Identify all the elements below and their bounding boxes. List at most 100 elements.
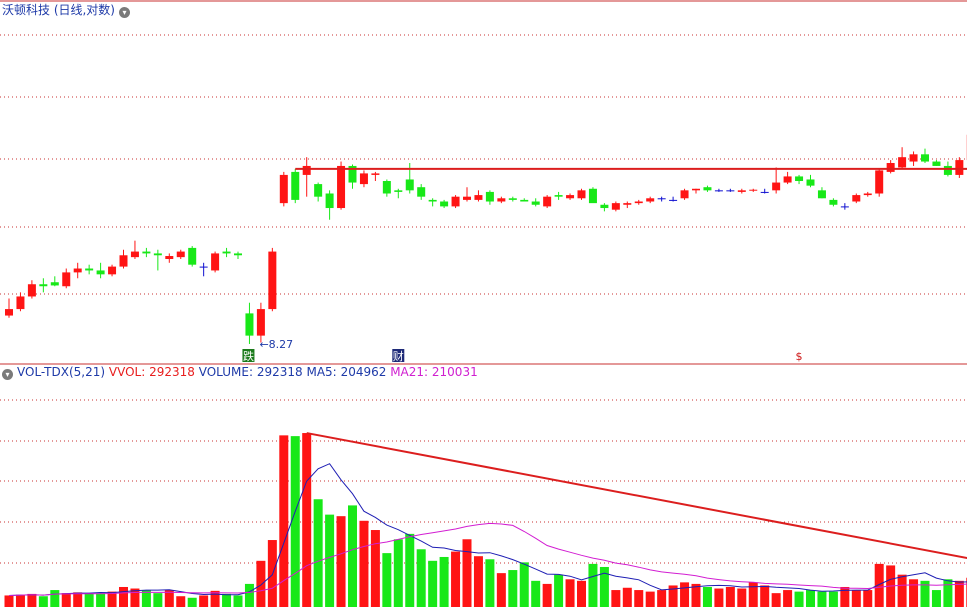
candle (325, 190, 334, 220)
volume-bar (313, 499, 323, 607)
volume-trend-line (306, 432, 967, 560)
volume-bar (370, 530, 380, 607)
candle (588, 187, 597, 204)
moving-averages (8, 463, 967, 596)
candle-body (508, 198, 517, 200)
volume-bar (382, 553, 392, 607)
candle (657, 196, 666, 202)
candle-body (73, 268, 82, 273)
volume-bar (943, 579, 953, 607)
chart-title: 沃顿科技 (日线,对数) (2, 3, 115, 17)
candle (451, 195, 460, 209)
candle (554, 191, 563, 200)
volume-bar (222, 593, 232, 607)
candle (222, 247, 231, 258)
candle-body (623, 203, 632, 205)
chevron-down-icon[interactable]: ▾ (119, 7, 130, 18)
volume-bar (107, 591, 117, 607)
volume-label: VOLUME: (198, 365, 254, 379)
candle (634, 199, 643, 205)
volume-bar (473, 556, 483, 607)
candle (440, 199, 449, 209)
candle (932, 160, 941, 166)
event-markers: 跌财$涨←8.27 (242, 338, 803, 363)
candle (692, 188, 700, 194)
price-panel-header: 沃顿科技 (日线,对数) ▾ (2, 2, 130, 18)
candle-body (772, 182, 781, 191)
volume-bar (233, 595, 243, 607)
volume-bar (828, 591, 838, 607)
candle (817, 187, 826, 199)
candle-body (577, 190, 586, 199)
volume-bar (725, 586, 735, 607)
volume-bar (15, 594, 25, 607)
candle-body (554, 195, 563, 197)
candle-body (382, 181, 391, 194)
candle-body (497, 198, 506, 202)
candle (955, 157, 964, 178)
candle (382, 179, 391, 197)
candle (130, 240, 139, 260)
volume-bar (27, 593, 37, 607)
candle-body (485, 191, 494, 202)
volume-bar (405, 533, 415, 607)
volume-bar (428, 560, 438, 607)
candle (921, 148, 929, 164)
candle-body (417, 187, 426, 197)
candle (566, 193, 575, 200)
volume-bar (416, 549, 426, 607)
candle (485, 190, 494, 205)
volume-bar (439, 556, 449, 607)
volume-bar (565, 579, 575, 607)
candle (772, 167, 781, 194)
candle (39, 278, 48, 293)
candle (886, 160, 895, 174)
candle-body (840, 206, 849, 208)
candle (714, 188, 723, 192)
candle-body (428, 199, 437, 202)
candle (199, 262, 208, 277)
candlestick-series (5, 134, 967, 344)
volume-bar (96, 593, 106, 607)
chevron-down-icon[interactable]: ▾ (2, 369, 13, 380)
candle (176, 249, 185, 260)
candle-body (474, 195, 483, 200)
candle-body (737, 190, 746, 192)
candle-body (337, 165, 346, 209)
volume-bar (783, 590, 793, 607)
volume-bar (897, 574, 907, 607)
candle (463, 187, 471, 202)
candle-body (898, 157, 907, 168)
volume-bar (714, 588, 724, 607)
candle (474, 190, 483, 202)
volume-bar (771, 593, 781, 607)
trend-arrow-line (306, 432, 967, 560)
candle-body (371, 173, 380, 175)
volume-bar (909, 579, 919, 607)
marker-die-text: 跌 (243, 349, 254, 363)
low-price-label: ←8.27 (259, 338, 293, 351)
candle-body (955, 160, 964, 175)
volume-bar (336, 516, 346, 607)
volume-bar (84, 593, 94, 607)
volume-bar (577, 580, 586, 607)
candle-body (543, 196, 552, 207)
candle-body (646, 198, 655, 202)
candle-body (634, 201, 643, 204)
volume-bar (393, 539, 403, 607)
candle (863, 191, 872, 197)
volume-bar (187, 597, 197, 607)
volume-bar (542, 583, 552, 607)
candle (760, 188, 769, 194)
indicator-name: VOL-TDX(5,21) (17, 365, 106, 379)
candle (96, 262, 105, 279)
volume-bar (496, 573, 506, 607)
marker-cai-text: 财 (393, 349, 404, 363)
candle-body (463, 196, 471, 200)
candle-body (588, 188, 597, 204)
candle-body (921, 154, 929, 162)
marker-cai: 财 (392, 349, 405, 363)
volume-bar (199, 595, 209, 607)
volume-bar (634, 590, 644, 607)
